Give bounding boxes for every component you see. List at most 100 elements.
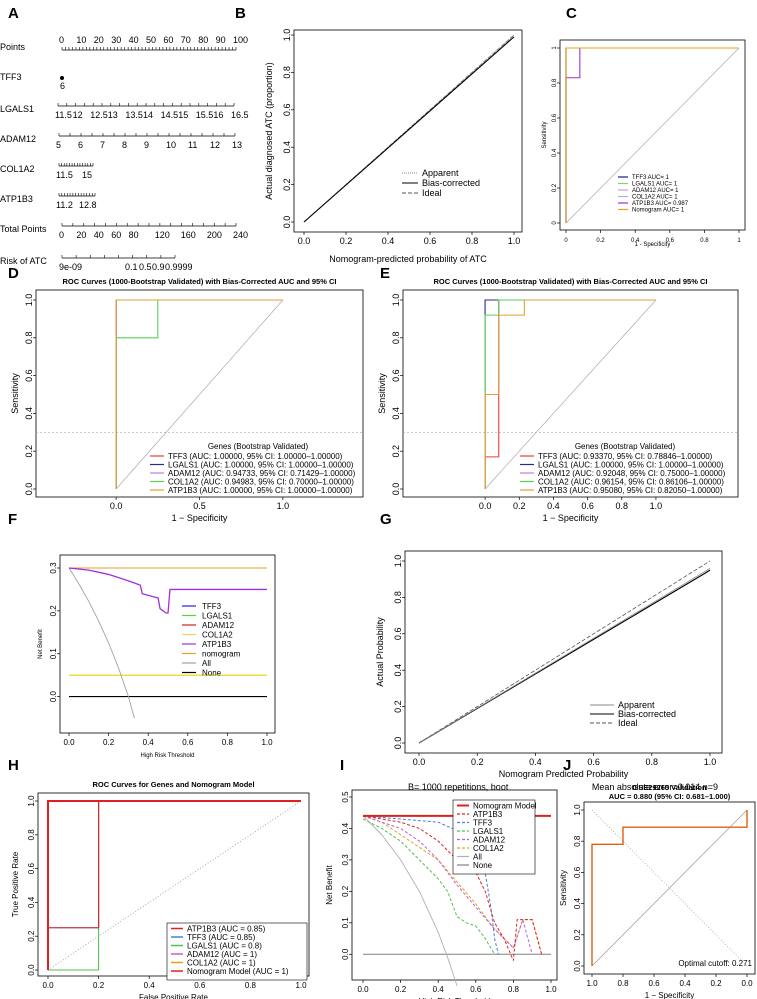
x-tick-label: 0.0	[479, 501, 492, 511]
x-tick-label: 1.0	[545, 985, 557, 994]
y-tick-label: 0.6	[552, 113, 558, 122]
y-tick-label: 0.8	[27, 829, 36, 841]
y-tick-label: 0.0	[282, 216, 292, 229]
y-axis-label: Sensitivity	[542, 121, 548, 148]
panel-label-b: B	[235, 5, 246, 22]
x-tick-label: 0.8	[466, 236, 479, 246]
legend-entry: LGALS1 AUC= 1	[632, 182, 678, 188]
y-tick-label: 1.0	[27, 795, 36, 807]
nomogram-tick-label: 7	[100, 140, 105, 150]
nomogram-tick-label: 200	[207, 230, 222, 240]
legend-entry: TFF3 AUC= 1	[632, 175, 670, 181]
chart-b: 0.0 0.2 0.4 0.6 0.8 1.0 0.0 0.2 0.4 0.6 0.8 1.0 Nomo…	[264, 29, 523, 264]
legend-entry: ATP1B3 (AUC = 0.85)	[187, 925, 266, 934]
y-tick-label: 0.4	[552, 148, 558, 157]
nomogram-tick-label: 11.5	[56, 170, 73, 180]
nomogram-tick-label: 10	[166, 140, 176, 150]
nomogram-tick-label: 60	[163, 35, 173, 45]
x-tick-label: 0.4	[382, 236, 395, 246]
x-tick-label: 0.4	[631, 238, 640, 244]
x-tick-label: 0.4	[433, 985, 445, 994]
x-tick-label: 0.0	[42, 981, 54, 990]
y-tick-label: 0	[552, 221, 558, 225]
plot-frame	[59, 554, 276, 734]
decision-curve-all	[68, 567, 135, 719]
series-ideal	[418, 560, 711, 744]
y-tick-label: 0.0	[24, 483, 34, 496]
x-axis-label: 1 − Specificity	[543, 513, 599, 523]
series-bias-corrected	[418, 569, 711, 744]
x-axis-label: High Risk Threshold	[419, 997, 491, 999]
footer-left: B= 1000 repetitions, boot	[408, 782, 509, 792]
legend-entry: LGALS1 (AUC: 1.00000, 95% CI: 1.00000–1.…	[538, 461, 724, 470]
plot-frame	[351, 789, 558, 981]
nomogram-tick-label: 12	[73, 110, 83, 120]
x-axis-label: 1 − Specificity	[172, 513, 228, 523]
legend-entry: TFF3 (AUC: 1.00000, 95% CI: 1.00000–1.00…	[168, 452, 343, 461]
legend-entry: LGALS1 (AUC = 0.8)	[187, 942, 262, 951]
nomogram-tick-label: 0	[59, 35, 64, 45]
legend-entry: TFF3 (AUC: 0.93370, 95% CI: 0.78846–1.00…	[538, 452, 713, 461]
nomogram-tick-label: 13.5	[125, 110, 143, 120]
nomogram-tick-label: 15	[178, 110, 188, 120]
nomogram-tick-label: 13	[232, 140, 242, 150]
y-tick-label: 1.0	[573, 804, 582, 816]
nomogram-tick-label: 5	[56, 140, 61, 150]
y-tick-label: 0.1	[341, 917, 350, 929]
y-tick-label: 0.4	[282, 141, 292, 154]
x-tick-label: 0.0	[298, 236, 311, 246]
legend-entry: ATP1B3 (AUC: 0.95080, 95% CI: 0.82050–1.…	[538, 486, 723, 495]
x-tick-label: 1.0	[650, 501, 663, 511]
nomogram-tick-label: 70	[181, 35, 191, 45]
y-tick-label: 1.0	[24, 294, 34, 307]
x-tick-label: 0.8	[617, 979, 629, 988]
x-tick-label: 0.2	[513, 501, 526, 511]
roc-curve	[565, 47, 739, 223]
chart-e: 0.0 0.2 0.4 0.6 0.8 1.0 0.0 0.2 0.4 0.6 0.8 1.0 1 − …	[377, 277, 739, 523]
legend-entry: COL1A2 (AUC: 0.94983, 95% CI: 0.70000–1.…	[168, 478, 354, 487]
nomogram-row-label: ADAM12	[0, 134, 36, 144]
y-tick-label: 0.2	[24, 445, 34, 458]
legend-entry: All	[473, 853, 482, 862]
x-axis-label: High Risk Threshold	[141, 753, 195, 759]
legend-entry: ATP1B3 AUC= 0.987	[632, 201, 689, 207]
x-tick-label: 0.4	[143, 738, 155, 747]
nomogram-tick-label: 6	[60, 81, 65, 91]
legend-entry: ADAM12 (AUC: 0.94733, 95% CI: 0.71429–1.…	[168, 469, 356, 478]
y-tick-label: 0.2	[282, 178, 292, 191]
legend-entry: TFF3	[473, 819, 493, 828]
legend-entry: Ideal	[422, 188, 442, 198]
legend-entry: ADAM12	[202, 621, 235, 630]
y-axis-label: Actual Probability	[375, 617, 385, 687]
panel-label-j: J	[563, 757, 571, 774]
y-tick-label: 0.6	[391, 369, 401, 382]
y-tick-label: 0.4	[24, 407, 34, 420]
nomogram-point	[60, 76, 64, 80]
plot-frame	[583, 801, 756, 975]
y-tick-label: 0.0	[341, 948, 350, 960]
y-tick-label: 0.0	[49, 690, 58, 702]
legend-entry: Nomogram Model	[473, 802, 537, 811]
legend-entry: None	[202, 669, 222, 678]
chart-title: ROC Curves (1000-Bootstrap Validated) wi…	[63, 277, 337, 286]
x-tick-label: 0.6	[666, 238, 675, 244]
nomogram-tick-label: 30	[111, 35, 121, 45]
y-axis-label: Sensitivity	[559, 870, 568, 906]
panel-label-i: I	[340, 757, 344, 774]
nomogram-tick-label: 6	[78, 140, 83, 150]
chart-h: 0.0 0.2 0.4 0.6 0.8 1.0 0.0 0.2 0.4 0.6 0.8 1.0 Fals…	[11, 780, 310, 999]
legend-entry: TFF3 (AUC = 0.85)	[187, 933, 256, 942]
nomogram-tick-label: 16.5	[231, 110, 249, 120]
y-tick-label: 0.1	[49, 648, 58, 660]
nomogram-tick-label: 240	[233, 230, 248, 240]
y-tick-label: 0.8	[391, 332, 401, 345]
x-tick-label: 1.0	[704, 757, 717, 767]
series-apparent	[418, 567, 711, 744]
x-tick-label: 0	[564, 238, 568, 244]
diagonal-reference	[115, 299, 284, 490]
y-tick-label: 0.6	[573, 866, 582, 878]
y-tick-label: 0.2	[552, 183, 558, 192]
y-tick-label: 0.2	[573, 929, 582, 941]
decision-curve	[362, 815, 499, 955]
